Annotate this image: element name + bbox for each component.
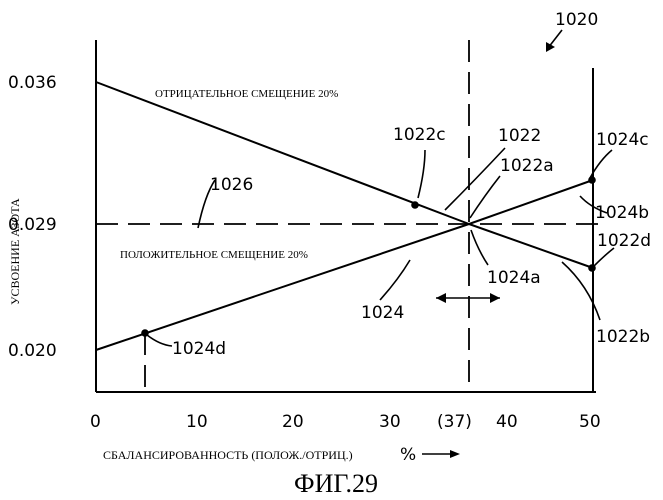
- ref-1026: 1026: [210, 175, 253, 195]
- x-axis-arrow: [422, 450, 460, 458]
- leader-1024a: [470, 229, 489, 266]
- x-tick-37: (37): [437, 412, 472, 432]
- y-tick-0029: 0.029: [8, 215, 57, 235]
- figure-caption: ФИГ.29: [294, 469, 378, 498]
- positive-bias-label: ПОЛОЖИТЕЛЬНОЕ СМЕЩЕНИЕ 20%: [120, 249, 308, 261]
- y-tick-0020: 0.020: [8, 341, 57, 361]
- y-tick-0036: 0.036: [8, 73, 57, 93]
- ref-1024c: 1024c: [596, 130, 649, 150]
- x-tick-50: 50: [579, 412, 601, 432]
- point-1024c: [588, 176, 596, 184]
- ref-1024a: 1024a: [487, 268, 541, 288]
- x-axis-title: СБАЛАНСИРОВАННОСТЬ (ПОЛОЖ./ОТРИЦ.): [103, 448, 353, 462]
- positive-bias-line-right: [468, 179, 594, 225]
- leader-1022b: [561, 261, 601, 321]
- negative-bias-line-right: [468, 223, 594, 269]
- ref-1022a: 1022a: [500, 156, 554, 176]
- x-axis-unit: %: [400, 445, 416, 465]
- ref-1022d: 1022d: [597, 231, 651, 251]
- x-tick-20: 20: [282, 412, 304, 432]
- ref-1024: 1024: [361, 303, 404, 323]
- x-tick-0: 0: [90, 412, 101, 432]
- positive-bias-line: [95, 223, 470, 351]
- leader-1022: [444, 147, 506, 211]
- leader-1024: [379, 259, 411, 301]
- ref-1022c: 1022c: [393, 125, 446, 145]
- negative-bias-label: ОТРИЦАТЕЛЬНОЕ СМЕЩЕНИЕ 20%: [155, 88, 338, 100]
- leader-1024d: [146, 334, 173, 347]
- double-arrow: [436, 293, 500, 303]
- ref-1022: 1022: [498, 126, 541, 146]
- y-axis-title: УСВОЕНИЕ АЗОТА: [8, 198, 22, 305]
- point-1022c: [411, 201, 419, 209]
- leader-1022c: [417, 149, 426, 199]
- leader-1022d: [593, 247, 615, 267]
- ref-1020: 1020: [555, 10, 598, 30]
- ref-1024b: 1024b: [595, 203, 649, 223]
- x-tick-30: 30: [379, 412, 401, 432]
- leader-1026: [197, 179, 216, 229]
- leader-1024b: [579, 195, 608, 214]
- point-1022d: [588, 264, 596, 272]
- leader-1024c: [589, 149, 613, 179]
- x-tick-10: 10: [186, 412, 208, 432]
- leader-1020-arrowhead: [546, 42, 555, 52]
- point-1024d: [141, 329, 149, 337]
- negative-bias-line: [95, 81, 470, 225]
- x-tick-40: 40: [496, 412, 518, 432]
- ref-1022b: 1022b: [596, 327, 650, 347]
- ref-1024d: 1024d: [172, 339, 226, 359]
- leader-1022a: [469, 175, 501, 219]
